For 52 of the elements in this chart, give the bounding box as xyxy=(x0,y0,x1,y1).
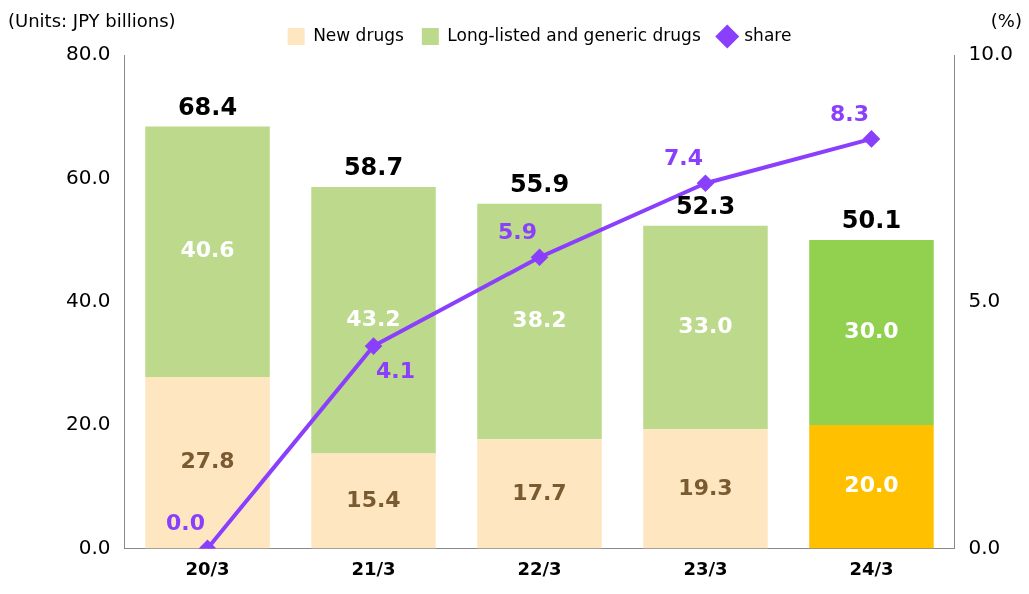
x-tick-label: 21/3 xyxy=(351,557,396,579)
y-tick-label: 0.0 xyxy=(78,534,111,559)
y-tick-label: 80.0 xyxy=(66,41,111,66)
y-tick-label: 60.0 xyxy=(66,164,111,189)
bar xyxy=(145,126,270,377)
data-label: 17.7 xyxy=(512,479,567,505)
data-label: 8.3 xyxy=(829,100,869,126)
bar xyxy=(477,203,602,440)
bar xyxy=(809,425,934,549)
data-label: 20.0 xyxy=(844,472,899,498)
data-label: 33.0 xyxy=(678,313,733,339)
x-tick-label: 24/3 xyxy=(849,557,894,579)
data-label: 38.2 xyxy=(512,307,567,333)
y-tick-label: 20.0 xyxy=(66,411,111,436)
bar xyxy=(643,225,768,430)
point xyxy=(863,130,880,147)
data-label: 27.8 xyxy=(180,448,235,474)
total-label: 55.9 xyxy=(509,169,570,198)
legend-label: Long-listed and generic drugs xyxy=(447,24,701,45)
bar xyxy=(809,240,934,426)
y-tick-label: 40.0 xyxy=(66,287,111,312)
y2-tick-label: 0.0 xyxy=(968,534,1001,559)
bar xyxy=(477,439,602,549)
data-label: 4.1 xyxy=(376,357,415,383)
y-axis-title: (Units: JPY billions) xyxy=(8,9,176,31)
point xyxy=(365,338,382,355)
y2-tick-label: 10.0 xyxy=(968,41,1013,66)
legend-label: share xyxy=(744,24,792,45)
x-tick-label: 22/3 xyxy=(517,557,562,579)
data-label: 30.0 xyxy=(844,318,899,344)
bar xyxy=(311,453,436,549)
data-label: 5.9 xyxy=(498,219,537,245)
total-label: 52.3 xyxy=(675,192,736,221)
data-label: 7.4 xyxy=(664,145,703,170)
legend-label: New drugs xyxy=(313,24,404,45)
data-label: 15.4 xyxy=(346,486,401,512)
y2-axis-title: (%) xyxy=(990,9,1022,31)
bar xyxy=(145,376,270,549)
x-tick-label: 20/3 xyxy=(185,557,230,579)
bar xyxy=(311,186,436,454)
data-label: 43.2 xyxy=(346,305,401,331)
data-label: 40.6 xyxy=(180,237,235,263)
bar xyxy=(643,429,768,549)
total-label: 58.7 xyxy=(343,153,404,182)
y2-tick-label: 5.0 xyxy=(968,287,1001,312)
point xyxy=(697,175,714,192)
data-label: 19.3 xyxy=(678,474,733,500)
total-label: 50.1 xyxy=(841,206,902,235)
data-label: 0.0 xyxy=(166,510,206,536)
point xyxy=(531,249,548,266)
total-label: 68.4 xyxy=(177,92,238,121)
x-tick-label: 23/3 xyxy=(683,557,728,579)
